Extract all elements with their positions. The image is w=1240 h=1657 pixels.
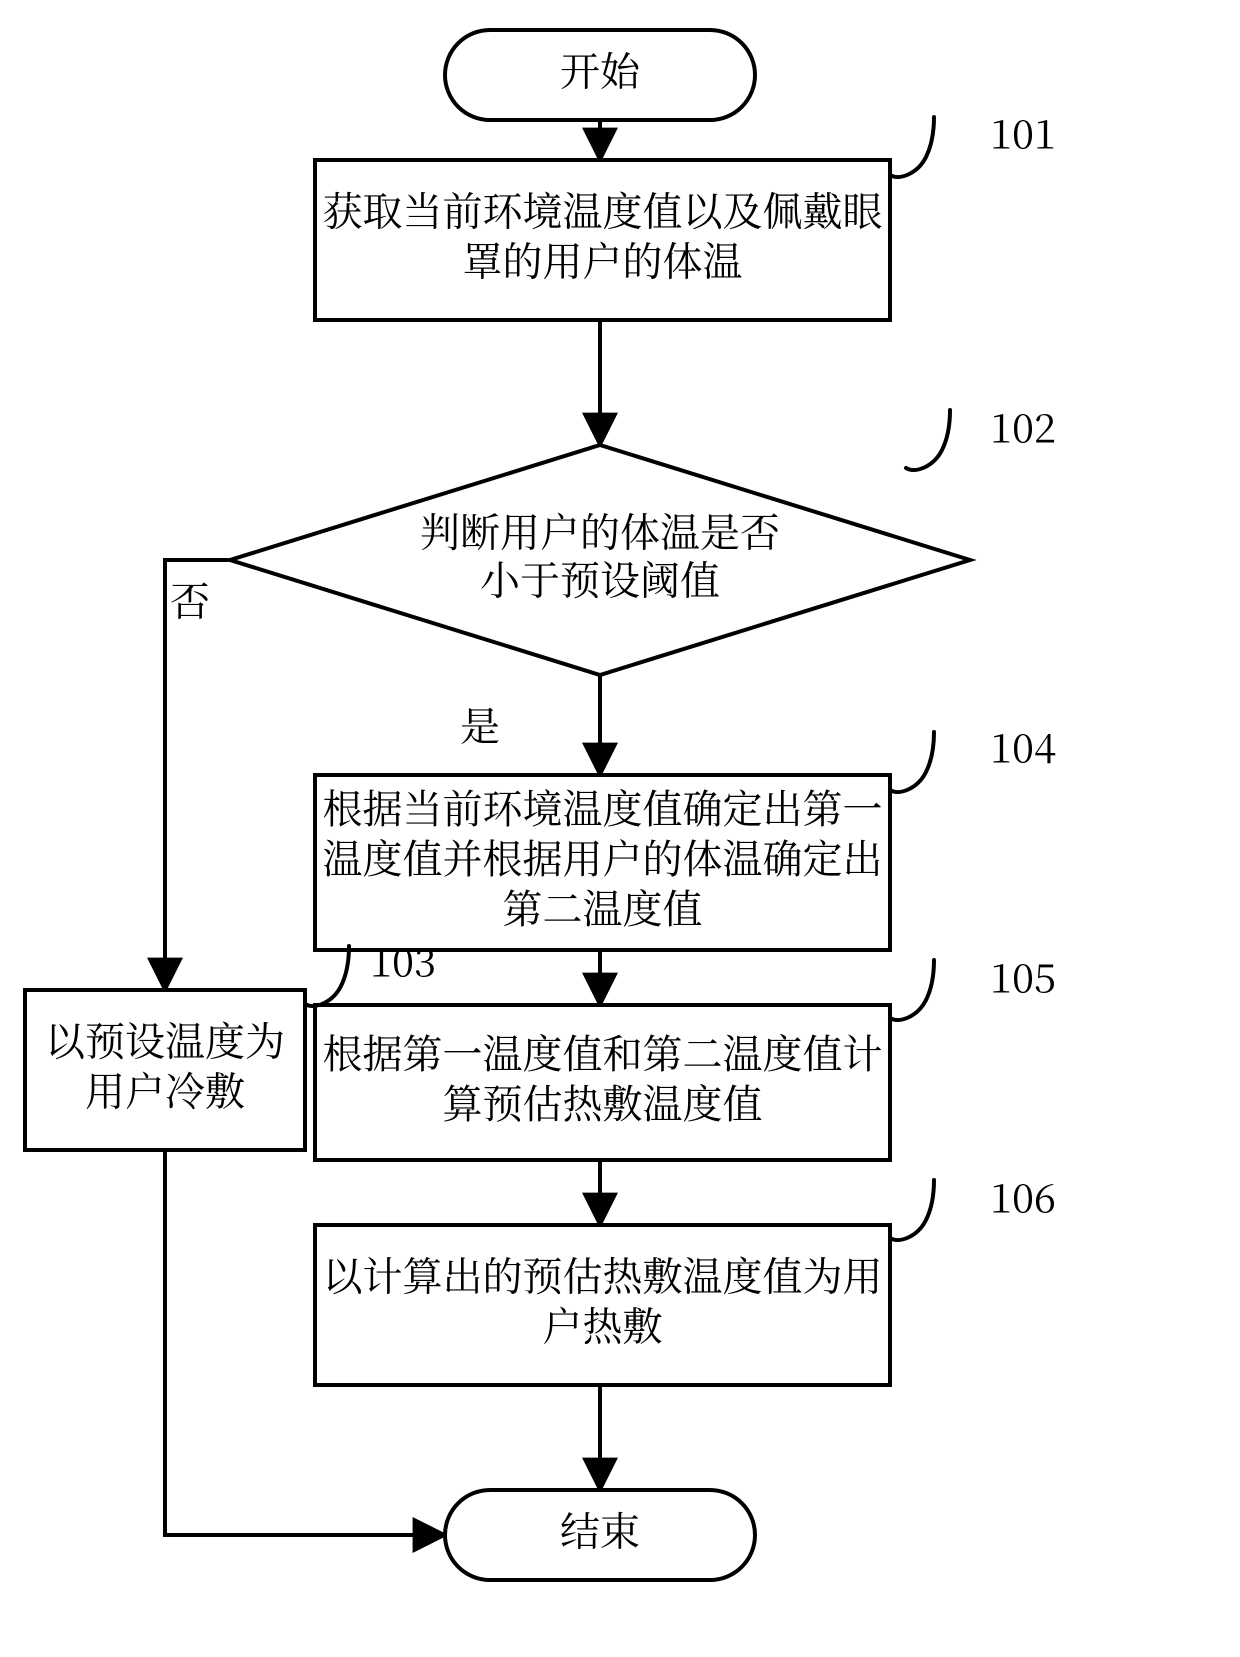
node-n103: 以预设温度为用户冷敷 bbox=[25, 990, 305, 1150]
callout-hook-c104 bbox=[890, 732, 934, 792]
node-n104-label1: 根据当前环境温度值确定出第一 bbox=[323, 778, 883, 835]
callout-hook-c106 bbox=[890, 1180, 934, 1240]
node-n106-label1: 以计算出的预估热敷温度值为用 bbox=[323, 1245, 883, 1302]
callout-number-c106: 106 bbox=[990, 1167, 1056, 1224]
callout-hook-c101 bbox=[890, 117, 934, 177]
flowchart: 开始获取当前环境温度值以及佩戴眼罩的用户的体温判断用户的体温是否小于预设阈值根据… bbox=[0, 0, 1240, 1657]
node-start: 开始 bbox=[445, 30, 755, 120]
node-n102: 判断用户的体温是否小于预设阈值 bbox=[230, 445, 970, 675]
callout-hook-c103 bbox=[305, 946, 349, 1006]
node-n106: 以计算出的预估热敷温度值为用户热敷 bbox=[315, 1225, 890, 1385]
callout-number-c105: 105 bbox=[990, 947, 1056, 1004]
callout-number-c104: 104 bbox=[990, 717, 1056, 774]
callout-hook-c105 bbox=[890, 960, 934, 1020]
node-n105-label1: 根据第一温度值和第二温度值计 bbox=[323, 1023, 883, 1080]
callout-number-c103: 103 bbox=[370, 931, 436, 988]
node-end-label: 结束 bbox=[560, 1500, 640, 1557]
node-n105: 根据第一温度值和第二温度值计算预估热敷温度值 bbox=[315, 1005, 890, 1160]
branch-label-no: 否 bbox=[170, 570, 210, 627]
node-end: 结束 bbox=[445, 1490, 755, 1580]
node-n103-label1: 以预设温度为 bbox=[45, 1010, 285, 1067]
node-n103-label2: 用户冷敷 bbox=[85, 1060, 245, 1117]
node-n104: 根据当前环境温度值确定出第一温度值并根据用户的体温确定出第二温度值 bbox=[315, 775, 890, 950]
node-n101-label2: 罩的用户的体温 bbox=[463, 230, 743, 287]
callout-number-c101: 101 bbox=[990, 103, 1056, 160]
node-n102-label2: 小于预设阈值 bbox=[480, 549, 720, 606]
node-n104-label3: 第二温度值 bbox=[503, 878, 703, 935]
branch-label-yes: 是 bbox=[460, 695, 500, 752]
node-n101: 获取当前环境温度值以及佩戴眼罩的用户的体温 bbox=[315, 160, 890, 320]
callout-hook-c102 bbox=[906, 410, 950, 470]
callout-number-c102: 102 bbox=[990, 397, 1056, 454]
node-start-label: 开始 bbox=[560, 40, 641, 97]
node-n106-label2: 户热敷 bbox=[543, 1295, 663, 1352]
node-n105-label2: 算预估热敷温度值 bbox=[443, 1073, 763, 1130]
node-n104-label2: 温度值并根据用户的体温确定出 bbox=[323, 828, 883, 885]
node-n101-label1: 获取当前环境温度值以及佩戴眼 bbox=[323, 180, 883, 237]
